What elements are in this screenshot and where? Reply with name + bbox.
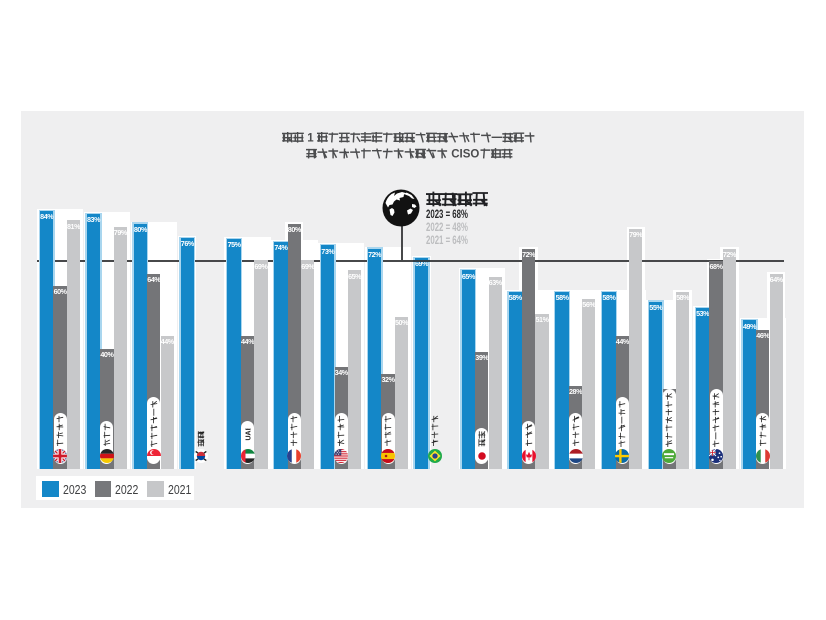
svg-text:CISO: CISO — [451, 149, 479, 160]
svg-text:1: 1 — [307, 133, 314, 144]
svg-text:UAE: UAE — [245, 429, 252, 441]
